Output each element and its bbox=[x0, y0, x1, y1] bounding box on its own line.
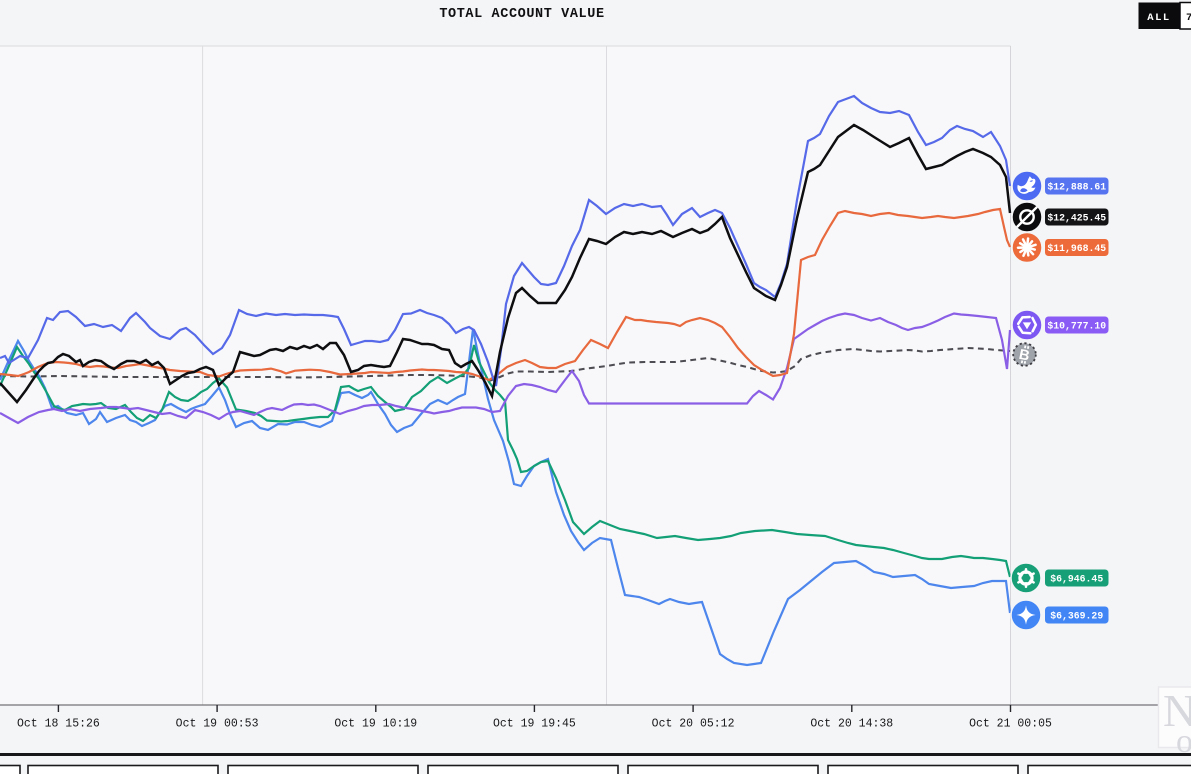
svg-text:o: o bbox=[1176, 723, 1191, 760]
svg-text:Oct 21 00:05: Oct 21 00:05 bbox=[969, 718, 1052, 731]
svg-text:Oct 20 05:12: Oct 20 05:12 bbox=[652, 718, 735, 731]
svg-text:Oct 20 14:38: Oct 20 14:38 bbox=[810, 718, 893, 731]
svg-text:$12,888.61: $12,888.61 bbox=[1047, 182, 1106, 193]
svg-text:TOTAL ACCOUNT VALUE: TOTAL ACCOUNT VALUE bbox=[439, 7, 604, 22]
svg-text:N: N bbox=[1163, 685, 1191, 736]
svg-text:$12,425.45: $12,425.45 bbox=[1047, 213, 1106, 224]
svg-text:Oct 19 10:19: Oct 19 10:19 bbox=[334, 718, 417, 731]
svg-text:ALL: ALL bbox=[1147, 12, 1170, 24]
svg-text:72: 72 bbox=[1186, 12, 1191, 24]
svg-text:$6,369.29: $6,369.29 bbox=[1050, 611, 1103, 622]
svg-text:Oct 19 19:45: Oct 19 19:45 bbox=[493, 718, 576, 731]
svg-text:$11,968.45: $11,968.45 bbox=[1047, 243, 1106, 254]
svg-text:$6,946.45: $6,946.45 bbox=[1050, 574, 1103, 585]
svg-text:$10,777.10: $10,777.10 bbox=[1047, 321, 1106, 332]
svg-text:B: B bbox=[1017, 347, 1031, 365]
svg-text:Oct 18 15:26: Oct 18 15:26 bbox=[17, 718, 100, 731]
svg-text:Oct 19 00:53: Oct 19 00:53 bbox=[176, 718, 259, 731]
